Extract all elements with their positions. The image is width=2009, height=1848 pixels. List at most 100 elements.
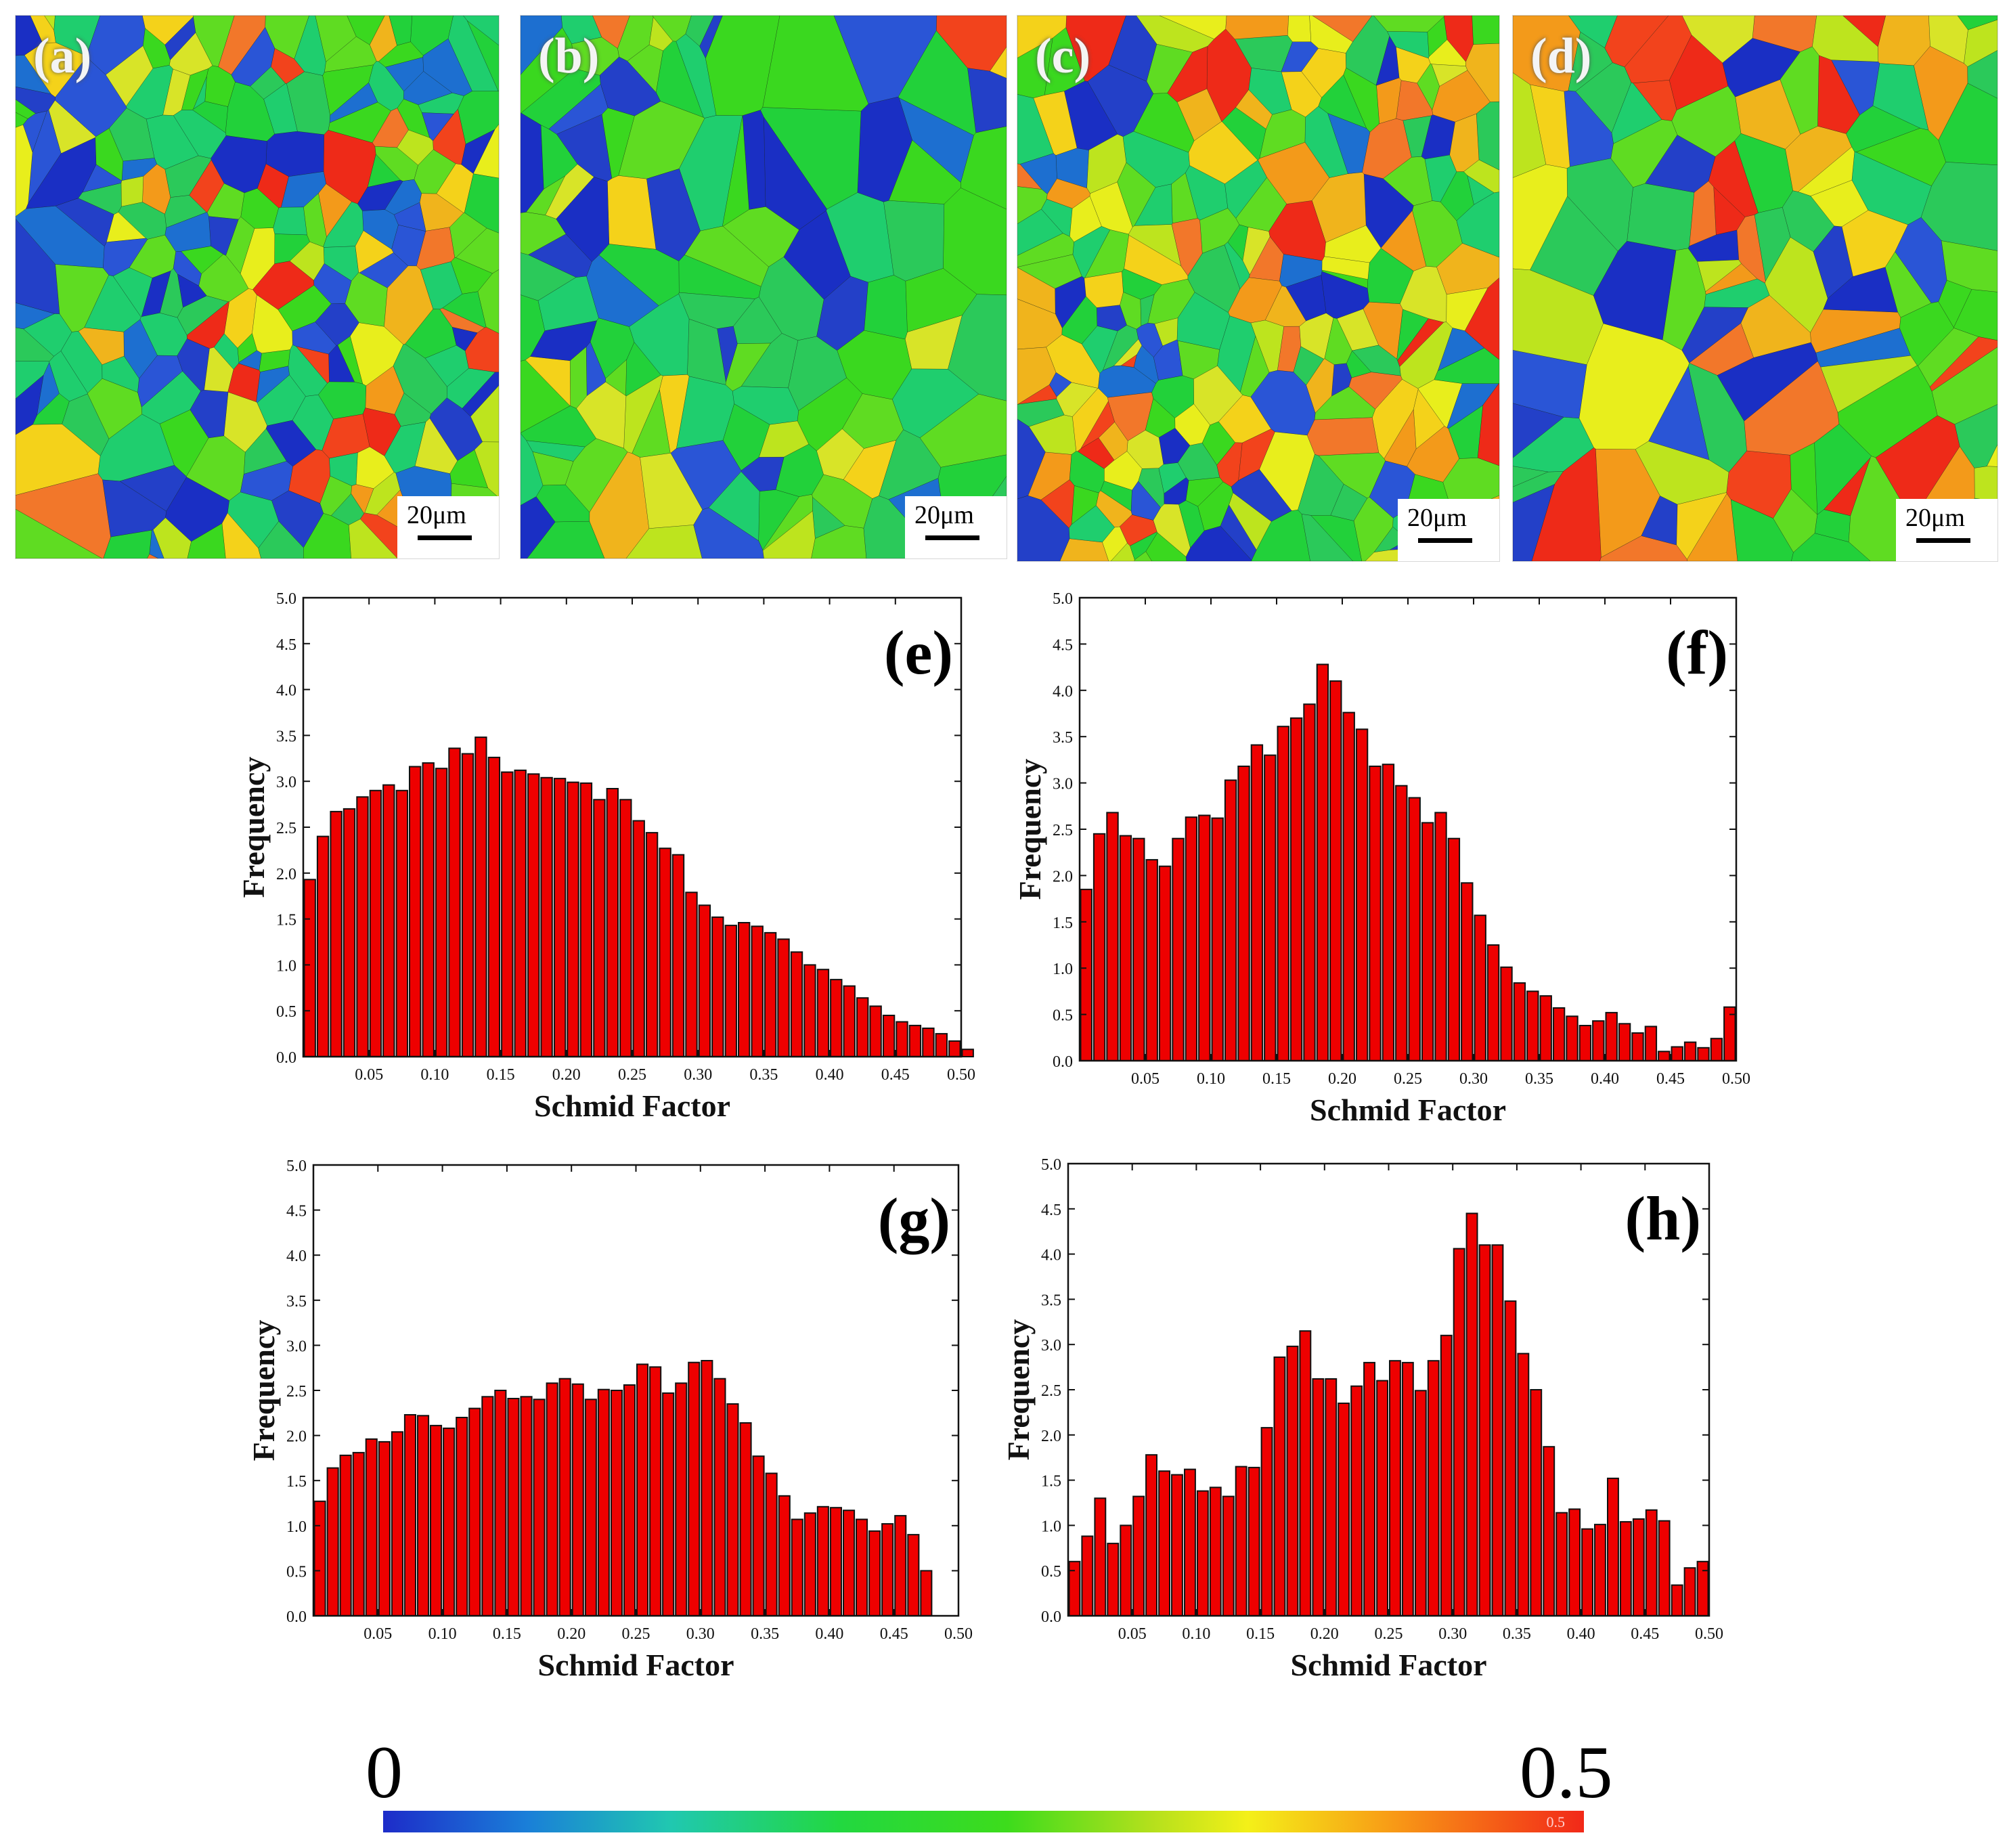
- grain: [1298, 454, 1344, 515]
- bar: [487, 756, 501, 1057]
- grain: [889, 140, 961, 204]
- bar: [558, 1378, 571, 1616]
- bar: [645, 832, 659, 1057]
- grains: [521, 16, 1007, 558]
- grain: [1146, 533, 1187, 561]
- y-tick-label: 2.0: [1053, 868, 1073, 885]
- bar: [1440, 1334, 1453, 1616]
- grain: [1941, 241, 1997, 292]
- y-tick-label: 2.0: [276, 866, 296, 883]
- x-tick-label: 0.15: [487, 1066, 515, 1084]
- bar: [803, 1512, 816, 1617]
- x-axis-label: Schmid Factor: [1290, 1648, 1486, 1682]
- histogram-f: 0.0 0.5 1.0 1.5 2.0 2.5 3.0 3.5 4.0 4.5 5.0 0.05 0.1…: [1013, 590, 1750, 1127]
- grain: [521, 28, 575, 113]
- bar: [435, 768, 448, 1057]
- histogram-bars: [1080, 663, 1736, 1062]
- y-tick-label: 5.0: [286, 1158, 307, 1175]
- grain: [1041, 480, 1074, 528]
- grain: [450, 449, 488, 487]
- grain: [1122, 269, 1162, 299]
- grain: [1017, 399, 1064, 426]
- bar: [685, 892, 698, 1057]
- bar: [1710, 1038, 1723, 1062]
- ebsd-map-a-image: [16, 16, 499, 558]
- map-c-scale-line: [1418, 538, 1472, 543]
- grain: [1974, 466, 1997, 502]
- grain: [879, 430, 940, 500]
- grain: [906, 268, 977, 332]
- bar: [948, 1040, 961, 1058]
- panel-label: (g): [878, 1185, 950, 1254]
- bar: [326, 1467, 339, 1616]
- bar: [778, 1495, 791, 1616]
- grain: [632, 390, 671, 458]
- y-tick-label: 4.0: [276, 682, 296, 700]
- map-d-label: (d): [1530, 28, 1592, 84]
- histogram-bars: [303, 736, 974, 1058]
- bar: [352, 1451, 365, 1616]
- bar: [1592, 1020, 1605, 1062]
- grain: [16, 55, 51, 93]
- bar: [1566, 1015, 1578, 1061]
- bar: [1277, 726, 1289, 1061]
- bar: [540, 776, 553, 1057]
- bar: [422, 762, 435, 1057]
- grain: [109, 108, 154, 161]
- grain: [1714, 187, 1745, 235]
- grain: [1400, 266, 1447, 322]
- bar: [1299, 1330, 1312, 1616]
- bar: [1465, 1212, 1478, 1616]
- x-axis-label: Schmid Factor: [1310, 1093, 1506, 1127]
- x-tick-label: 0.40: [815, 1625, 843, 1643]
- grain: [1121, 355, 1136, 368]
- grain: [1964, 20, 1997, 66]
- bar: [1171, 1474, 1183, 1616]
- bar: [579, 782, 593, 1057]
- grain: [686, 16, 714, 46]
- bar: [632, 820, 645, 1057]
- bar: [1068, 1560, 1081, 1616]
- x-tick-label: 0.45: [880, 1625, 908, 1643]
- panel-label: (h): [1625, 1184, 1701, 1253]
- bar: [777, 938, 790, 1058]
- bar: [448, 747, 461, 1057]
- map-a-scale-label: 20μm: [407, 501, 466, 529]
- bar: [724, 925, 737, 1057]
- ebsd-map-a: (a) 20μm: [15, 15, 500, 559]
- grain: [671, 441, 741, 510]
- y-tick-label: 4.0: [286, 1248, 307, 1265]
- x-tick-label: 0.30: [686, 1625, 715, 1643]
- grain: [324, 246, 358, 281]
- grain: [1434, 348, 1499, 384]
- grain: [527, 441, 586, 462]
- bar: [1421, 822, 1434, 1061]
- bar: [409, 766, 422, 1057]
- grain: [462, 372, 499, 417]
- bar: [378, 1440, 391, 1616]
- x-tick-label: 0.35: [749, 1066, 778, 1084]
- bar: [1453, 1248, 1465, 1617]
- bar: [1329, 680, 1342, 1062]
- grain: [1131, 481, 1161, 521]
- grain: [864, 275, 908, 339]
- y-axis-label: Frequency: [246, 1320, 281, 1461]
- bar: [922, 1028, 935, 1057]
- grain: [1286, 275, 1326, 321]
- bar: [1158, 1470, 1171, 1617]
- bar: [869, 1005, 882, 1058]
- map-a-label: (a): [33, 28, 92, 84]
- bar: [533, 1399, 546, 1616]
- map-d-scale-line: [1916, 538, 1970, 543]
- grain: [357, 180, 403, 211]
- bar: [1414, 1390, 1427, 1616]
- y-tick-label: 1.5: [1053, 915, 1073, 932]
- grain: [259, 521, 304, 558]
- grain: [1852, 152, 1931, 225]
- bar: [1671, 1584, 1683, 1616]
- bar: [369, 789, 382, 1057]
- x-tick-label: 0.30: [1438, 1625, 1467, 1643]
- bar: [1408, 797, 1421, 1061]
- map-c-scale-label: 20μm: [1407, 504, 1467, 532]
- bar: [1568, 1508, 1581, 1617]
